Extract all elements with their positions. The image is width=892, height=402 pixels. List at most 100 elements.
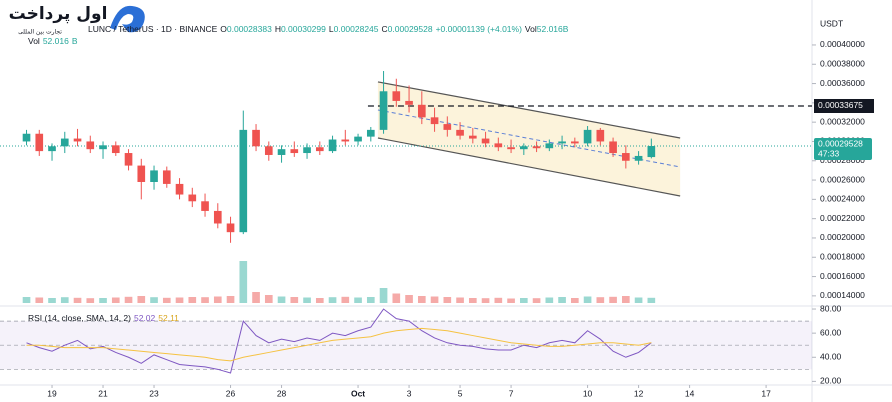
value: 0.00028245 — [333, 24, 379, 34]
value: 0.00029528 — [387, 24, 433, 34]
logo-shape — [110, 5, 145, 33]
label: Vol — [28, 36, 40, 46]
candle-body — [264, 146, 273, 155]
candle-body — [252, 129, 260, 147]
candle-body — [379, 91, 388, 130]
unit: B — [562, 24, 569, 34]
candle-body — [111, 145, 120, 154]
y-tick-label: 0.00022000 — [820, 213, 865, 223]
hline-label: 0.00033675 — [818, 100, 863, 110]
candle-body — [60, 138, 69, 147]
open-label: O0.00028383 — [220, 24, 272, 34]
candle-body — [532, 146, 541, 149]
candle-body — [507, 147, 515, 150]
volume-bar — [583, 296, 592, 303]
volume-bar — [188, 297, 197, 303]
value: 52.016 — [42, 36, 69, 46]
currency-label: USDT — [820, 18, 843, 28]
change: +0.00001139 (+4.01%) — [435, 24, 522, 34]
volume-bar — [290, 297, 299, 303]
unit: B — [71, 36, 78, 46]
volume-bar — [634, 297, 643, 303]
price-label-bg — [814, 138, 872, 161]
symbol: LUNC / TetherUS · 1D · BINANCE — [88, 24, 218, 34]
volume-bar — [494, 297, 503, 303]
volume-bar — [622, 296, 630, 303]
rsi-value: 52.02 — [133, 313, 156, 323]
x-tick-label: 10 — [583, 388, 593, 398]
candle-body — [201, 201, 209, 211]
label: L — [328, 24, 334, 34]
close-label: C0.00029528 — [382, 24, 433, 34]
candle-body — [405, 100, 413, 105]
volume-bar — [481, 298, 490, 303]
y-tick-label: 0.00016000 — [820, 271, 865, 281]
candle-body — [239, 129, 248, 233]
candle-body — [571, 141, 579, 144]
countdown-label: 47:33 — [818, 148, 840, 158]
volume-bar — [456, 297, 464, 303]
label: O — [220, 24, 227, 34]
volume-bar — [532, 298, 541, 303]
candle-body — [48, 146, 56, 152]
volume-bar — [596, 297, 605, 303]
volume-bar — [417, 296, 426, 303]
candle-body — [468, 135, 477, 139]
y-tick-label: 0.00026000 — [820, 174, 865, 184]
volume-bar — [175, 297, 184, 303]
x-tick-label: 17 — [761, 388, 771, 398]
volume-bar — [48, 298, 56, 303]
volume-bar — [201, 297, 209, 303]
high-label: H0.00030299 — [275, 24, 326, 34]
candle-body — [647, 146, 656, 158]
channel-midline — [377, 109, 681, 168]
volume-bar — [443, 297, 452, 303]
candle-body — [430, 117, 439, 125]
volume-bar — [315, 298, 324, 303]
value: 0.00030299 — [280, 24, 326, 34]
volume-bar — [507, 298, 515, 303]
low-label: L0.00028245 — [329, 24, 379, 34]
volume-bar — [468, 298, 477, 303]
candle-body — [456, 129, 464, 136]
volume-header: Vol 52.016 B — [28, 36, 78, 46]
candle-body — [366, 129, 375, 137]
candle-body — [443, 124, 452, 130]
candle-body — [519, 146, 528, 150]
volume-bar — [558, 297, 566, 303]
volume-bar — [354, 297, 362, 303]
volume-bar — [303, 297, 311, 303]
volume-bar — [366, 297, 375, 303]
candle-body — [213, 210, 222, 224]
x-tick-label: Oct — [351, 388, 365, 398]
candle-body — [277, 149, 286, 155]
y-tick-label: 0.00024000 — [820, 194, 865, 204]
candle-body — [175, 183, 184, 195]
rsi-tick-label: 80.00 — [820, 303, 842, 313]
candle-body — [124, 153, 133, 166]
candle-body — [354, 136, 362, 142]
x-tick-label: 19 — [47, 388, 57, 398]
candle-body — [35, 133, 44, 152]
volume-bar — [430, 296, 439, 303]
volume-bar — [150, 297, 158, 303]
volume-bar — [226, 296, 235, 303]
candle-body — [481, 138, 490, 144]
candle-body — [86, 141, 95, 150]
value: 0.00028383 — [226, 24, 272, 34]
x-tick-label: 23 — [149, 388, 159, 398]
label: C — [381, 24, 388, 34]
volume-bar — [73, 297, 82, 303]
volume-bar — [99, 298, 107, 303]
volume-bar — [239, 261, 248, 303]
candle-body — [392, 91, 401, 101]
channel-line — [377, 81, 681, 139]
candle-body — [150, 170, 158, 182]
candle-body — [99, 145, 107, 150]
candle-body — [494, 143, 503, 148]
y-tick-label: 0.00038000 — [820, 59, 865, 69]
y-tick-label: 0.00036000 — [820, 78, 865, 88]
rsi-line — [26, 327, 652, 362]
candle-body — [341, 139, 350, 142]
